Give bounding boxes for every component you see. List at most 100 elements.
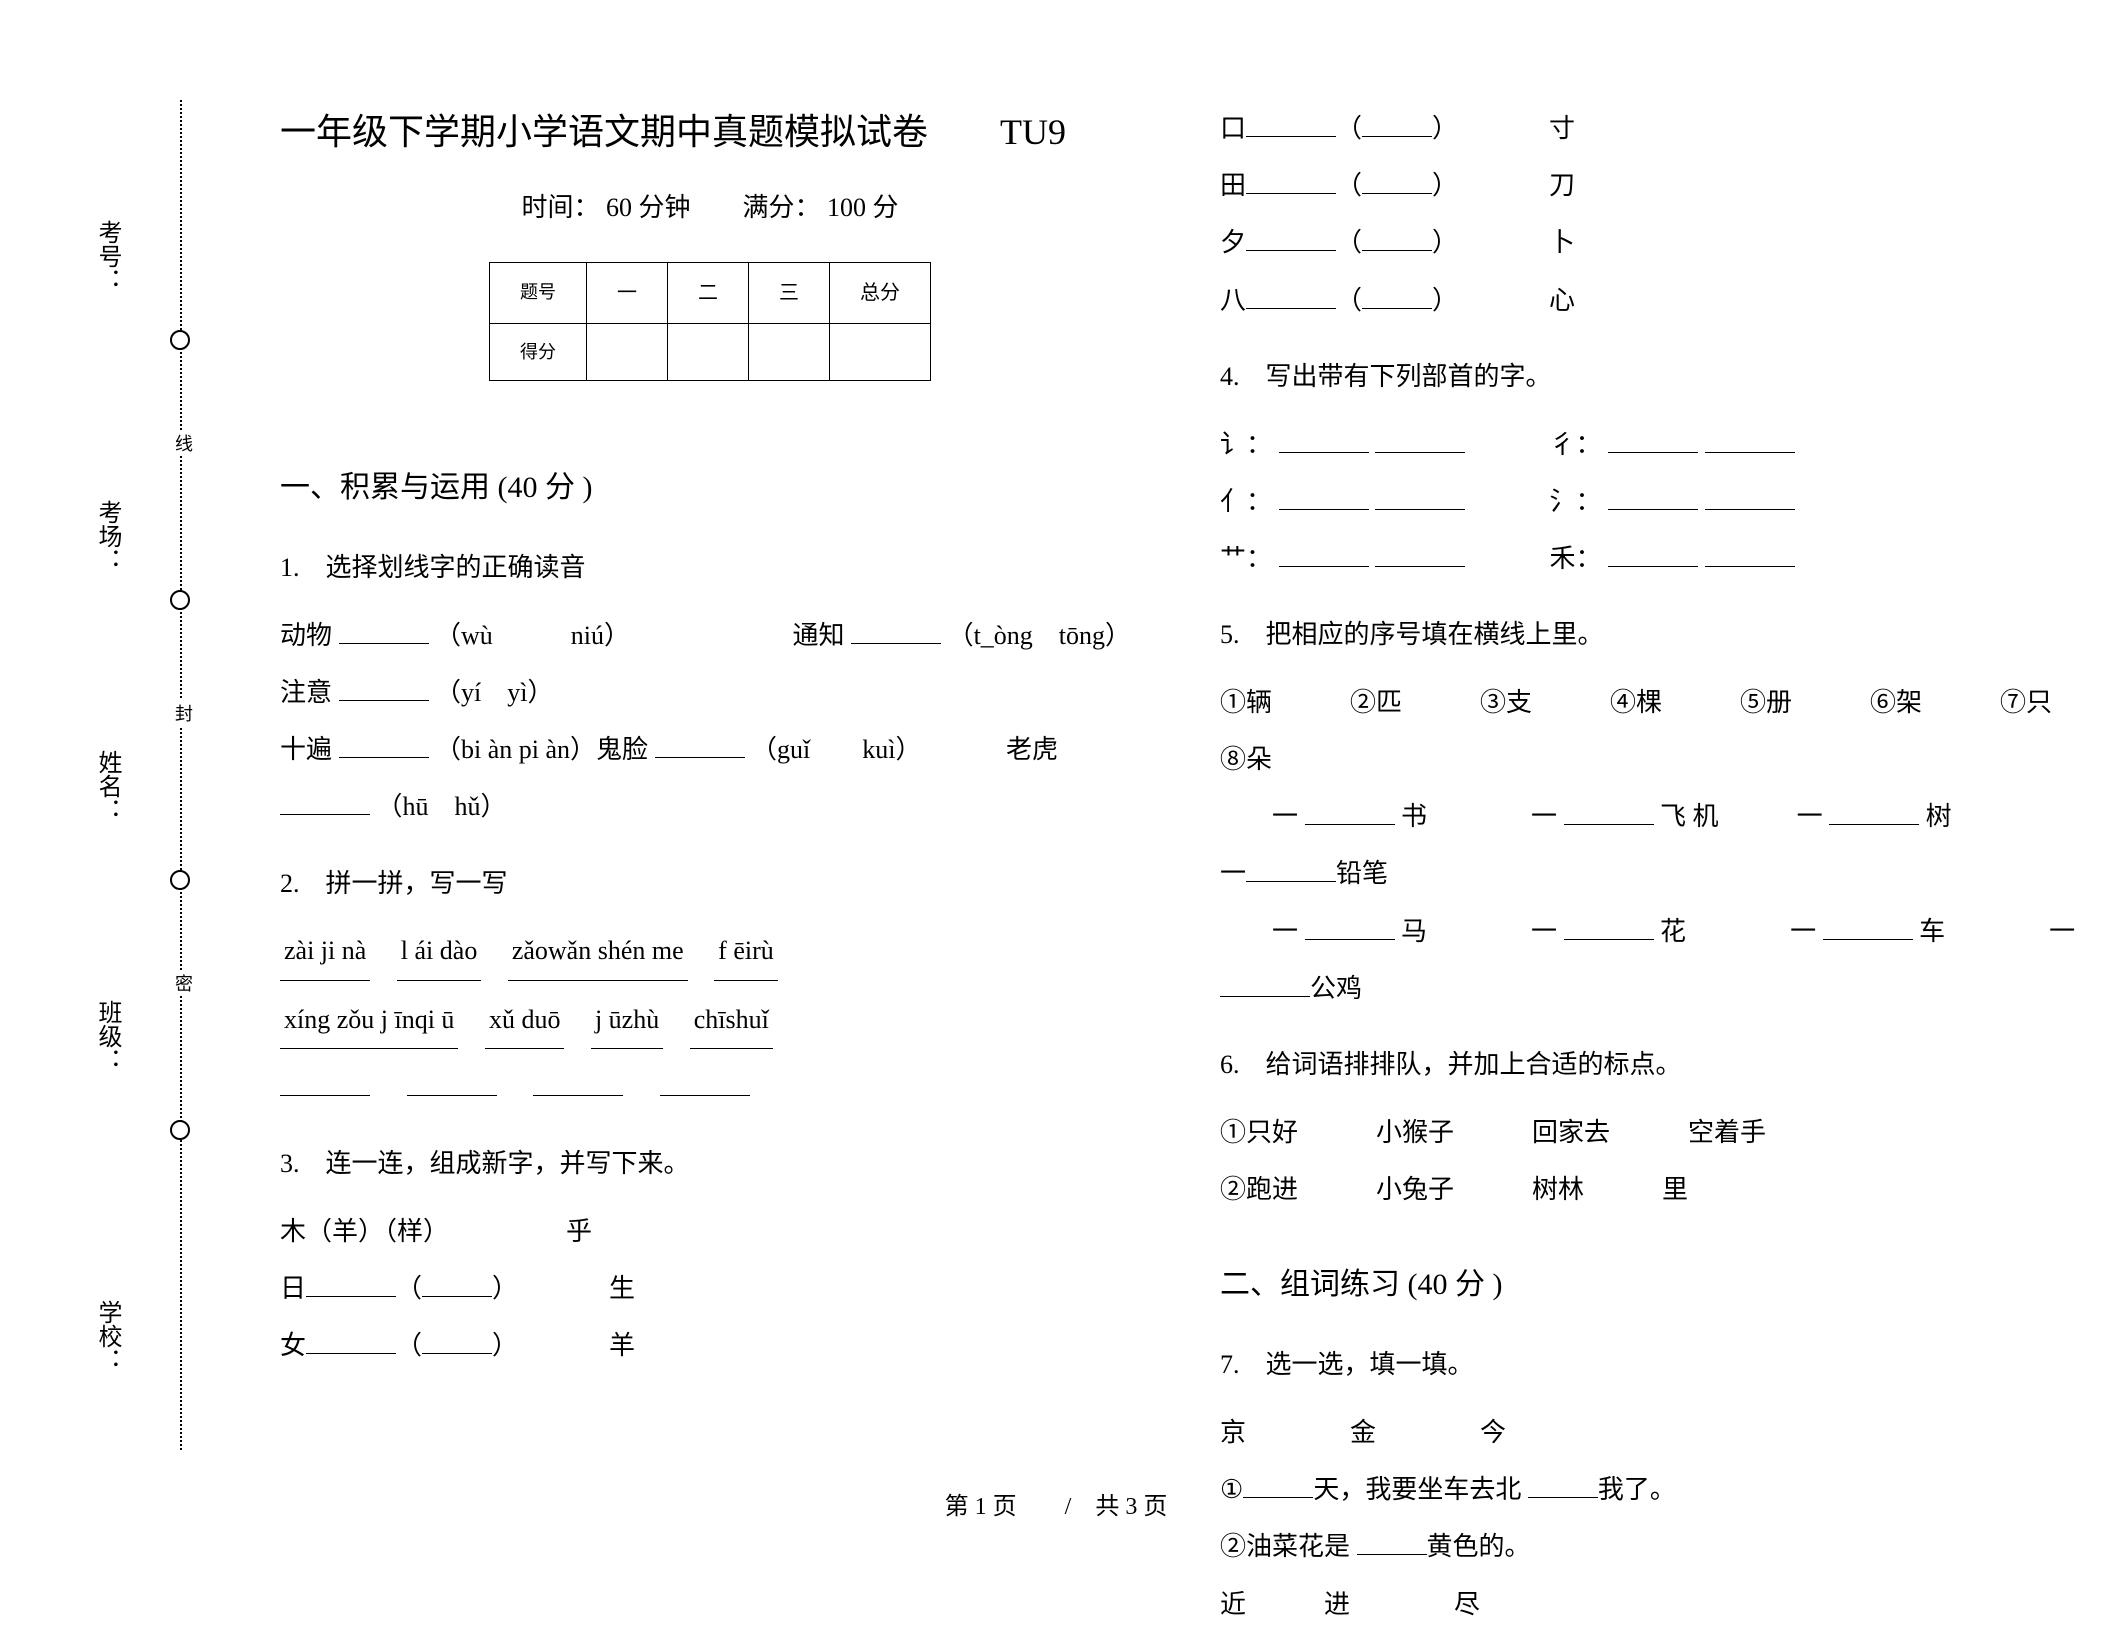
answer-blank[interactable] xyxy=(1829,801,1919,825)
q3-left: 口 xyxy=(1220,114,1246,143)
answer-blank[interactable] xyxy=(422,1330,492,1354)
q3-right: 乎 xyxy=(566,1217,592,1246)
q1-opts: （yí yì） xyxy=(435,678,553,707)
td-score-3[interactable] xyxy=(749,323,830,380)
q1-opts: （wù niú） xyxy=(435,621,630,650)
table-header-row: 题号 一 二 三 总分 xyxy=(490,262,931,323)
answer-blank[interactable] xyxy=(660,1072,750,1096)
q3-left: 夕 xyxy=(1220,228,1246,257)
left-column: 一年级下学期小学语文期中真题模拟试卷 TU9 时间： 60 分钟 满分： 100… xyxy=(280,100,1140,1633)
label-class: 班级： xyxy=(90,1000,125,1072)
q3-right: 生 xyxy=(609,1274,635,1303)
seal-line-marker: 线 xyxy=(170,430,196,456)
answer-blank[interactable] xyxy=(1305,801,1395,825)
pinyin: xíng zǒu j īnqi ū xyxy=(280,991,458,1049)
label-exam-id: 考号： xyxy=(90,220,125,292)
answer-blank[interactable] xyxy=(339,734,429,758)
answer-blank[interactable] xyxy=(1823,916,1913,940)
pinyin: j ūzhù xyxy=(591,991,663,1049)
answer-blank[interactable] xyxy=(1279,543,1369,567)
answer-blank[interactable] xyxy=(1564,801,1654,825)
answer-blank[interactable] xyxy=(1246,113,1336,137)
td-score-total[interactable] xyxy=(830,323,931,380)
answer-blank[interactable] xyxy=(1246,858,1336,882)
answer-blank[interactable] xyxy=(407,1072,497,1096)
q3-title: 3. 连一连，组成新字，并写下来。 xyxy=(280,1141,1140,1188)
q1-opts: （bi àn pi àn）鬼脸 xyxy=(435,735,648,764)
seal-mi-marker: 密 xyxy=(170,970,196,996)
q1-opts: （hū hǔ） xyxy=(377,792,507,821)
answer-blank[interactable] xyxy=(1705,543,1795,567)
q3-body: 木（羊）（样） 乎 日（） 生 女（） 羊 xyxy=(280,1203,1140,1375)
q3-right: 心 xyxy=(1549,286,1575,315)
label-name: 姓名： xyxy=(90,750,125,822)
radical: 讠： xyxy=(1220,430,1272,459)
q5-word: 树 xyxy=(1926,802,1952,831)
q6-line2: ②跑进 小兔子 树林 里 xyxy=(1220,1161,2080,1218)
answer-blank[interactable] xyxy=(1362,227,1432,251)
exam-title: 一年级下学期小学语文期中真题模拟试卷 TU9 xyxy=(280,100,1140,165)
th-total: 总分 xyxy=(830,262,931,323)
q1-word: 十遍 xyxy=(280,735,332,764)
th-2: 二 xyxy=(668,262,749,323)
answer-blank[interactable] xyxy=(339,620,429,644)
q4-body: 讠： 彳： 亻： 氵： 艹： 禾： xyxy=(1220,416,2080,588)
td-score-1[interactable] xyxy=(587,323,668,380)
answer-blank[interactable] xyxy=(1305,916,1395,940)
q1-word: 通知 xyxy=(793,621,845,650)
q3-right: 羊 xyxy=(609,1331,635,1360)
answer-blank[interactable] xyxy=(851,620,941,644)
answer-blank[interactable] xyxy=(533,1072,623,1096)
answer-blank[interactable] xyxy=(306,1273,396,1297)
pinyin: zǎowǎn shén me xyxy=(508,922,688,980)
answer-blank[interactable] xyxy=(339,677,429,701)
binding-circle xyxy=(170,590,190,610)
answer-blank[interactable] xyxy=(1608,486,1698,510)
right-column: 口（） 寸 田（） 刀 夕（） 卜 八（） 心 4. 写出带有下列部首的字。 讠… xyxy=(1220,100,2080,1633)
binding-margin: 考号： 考场： 姓名： 班级： 学校： 线 封 密 xyxy=(0,0,250,1561)
q3-body-cont: 口（） 寸 田（） 刀 夕（） 卜 八（） 心 xyxy=(1220,100,2080,329)
binding-circle xyxy=(170,870,190,890)
q5-title: 5. 把相应的序号填在横线上里。 xyxy=(1220,612,2080,659)
answer-blank[interactable] xyxy=(280,1072,370,1096)
answer-blank[interactable] xyxy=(1362,285,1432,309)
section-1-title: 一、积累与运用 (40 分 ) xyxy=(280,461,1140,515)
answer-blank[interactable] xyxy=(1362,113,1432,137)
q7-choices2: 近 进 尽 xyxy=(1220,1576,2080,1633)
pinyin: f ēirù xyxy=(714,922,778,980)
answer-blank[interactable] xyxy=(1362,170,1432,194)
q7-text: ②油菜花是 xyxy=(1220,1532,1350,1561)
q3-right: 寸 xyxy=(1549,114,1575,143)
answer-blank[interactable] xyxy=(655,734,745,758)
q1-word: 老虎 xyxy=(1006,735,1058,764)
answer-blank[interactable] xyxy=(1375,543,1465,567)
answer-blank[interactable] xyxy=(1279,429,1369,453)
answer-blank[interactable] xyxy=(1246,170,1336,194)
answer-blank[interactable] xyxy=(1357,1531,1427,1555)
page-footer: 第 1 页 / 共 3 页 xyxy=(0,1486,2112,1521)
q6-body: ①只好 小猴子 回家去 空着手 ②跑进 小兔子 树林 里 xyxy=(1220,1104,2080,1218)
q3-left: 日 xyxy=(280,1274,306,1303)
answer-blank[interactable] xyxy=(422,1273,492,1297)
binding-circle xyxy=(170,330,190,350)
answer-blank[interactable] xyxy=(1246,227,1336,251)
answer-blank[interactable] xyxy=(1375,429,1465,453)
td-score-2[interactable] xyxy=(668,323,749,380)
answer-blank[interactable] xyxy=(1608,429,1698,453)
answer-blank[interactable] xyxy=(1246,285,1336,309)
q5-word: 铅笔 xyxy=(1336,859,1388,888)
answer-blank[interactable] xyxy=(1608,543,1698,567)
q3-left: 木（羊）（样） xyxy=(280,1217,436,1246)
q1-title: 1. 选择划线字的正确读音 xyxy=(280,545,1140,592)
q2-body: zài ji nà l ái dào zǎowǎn shén me f ēirù… xyxy=(280,922,1140,1116)
answer-blank[interactable] xyxy=(306,1330,396,1354)
answer-blank[interactable] xyxy=(1564,916,1654,940)
answer-blank[interactable] xyxy=(1705,429,1795,453)
answer-blank[interactable] xyxy=(280,791,370,815)
answer-blank[interactable] xyxy=(1375,486,1465,510)
answer-blank[interactable] xyxy=(1705,486,1795,510)
answer-blank[interactable] xyxy=(1220,973,1310,997)
seal-feng-marker: 封 xyxy=(170,700,196,726)
pinyin: chīshuǐ xyxy=(690,991,773,1049)
answer-blank[interactable] xyxy=(1279,486,1369,510)
